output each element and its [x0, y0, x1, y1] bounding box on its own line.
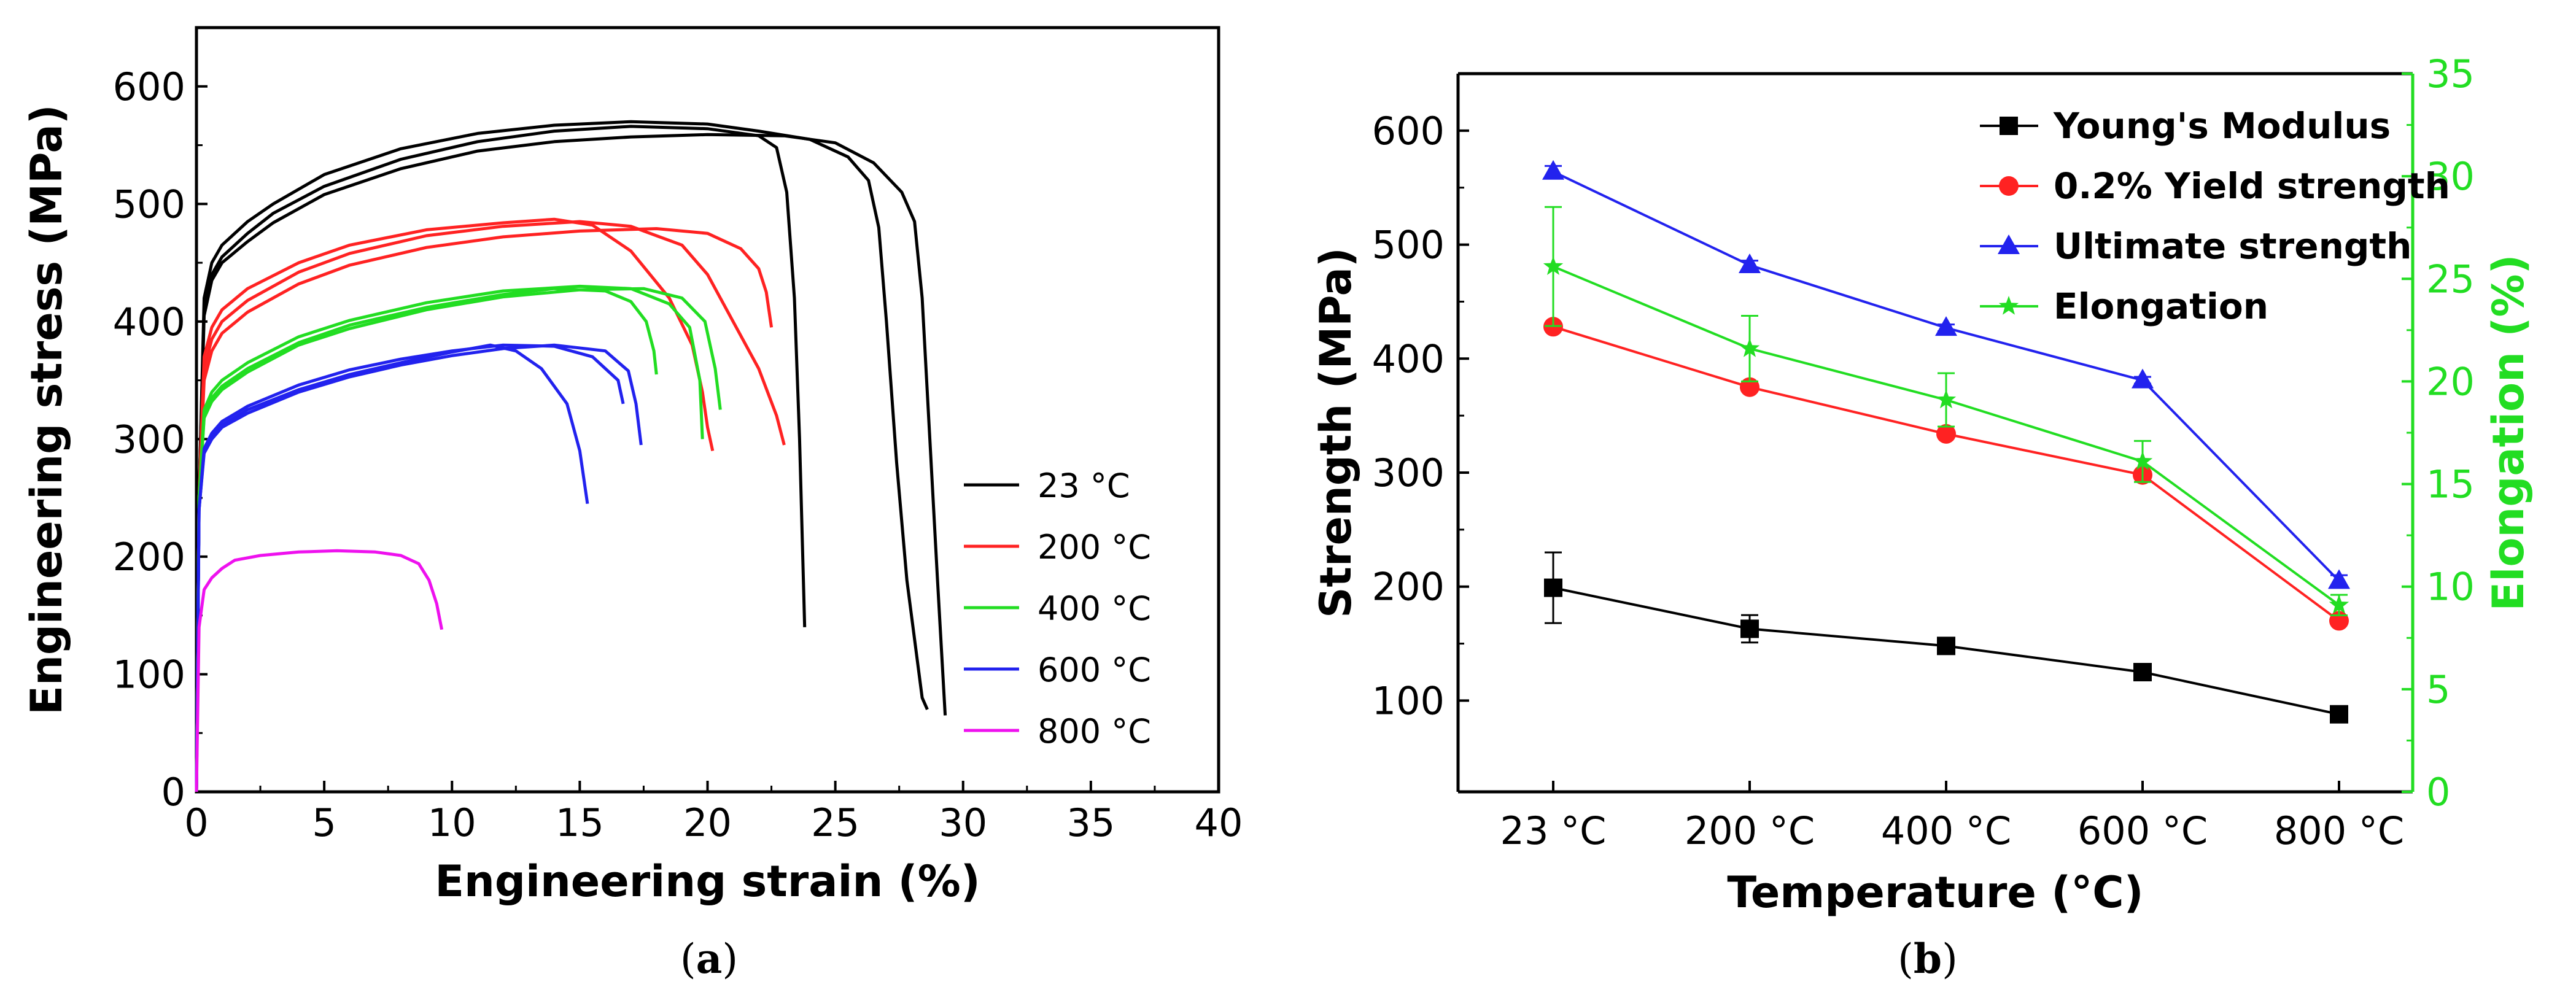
x-tick-label: 40 — [1195, 800, 1243, 845]
x-category-label: 800 °C — [2274, 808, 2404, 853]
y-tick-label: 500 — [113, 182, 185, 226]
x-axis-title: Engineering strain (%) — [435, 856, 980, 907]
data-point-marker — [1739, 254, 1761, 273]
y-tick-label: 400 — [113, 300, 185, 344]
y2-tick-label: 15 — [2426, 462, 2475, 507]
data-point-marker — [2328, 569, 2350, 589]
y-tick-label: 300 — [1372, 451, 1445, 495]
legend-label: 200 °C — [1038, 528, 1151, 567]
x-tick-label: 0 — [184, 800, 208, 845]
legend-label: 0.2% Yield strength — [2054, 165, 2450, 207]
legend-label: 400 °C — [1038, 589, 1151, 628]
data-point-marker — [1935, 316, 1957, 336]
panel-b-chart: 23 °C 200 °C 400 °C 600 °C 800 °C10020030040… — [1311, 52, 2534, 983]
y-tick-label: 400 — [1372, 336, 1445, 381]
stress-strain-curve — [195, 133, 947, 792]
legend-label: 600 °C — [1038, 651, 1151, 689]
data-point-marker — [1740, 619, 1759, 638]
y-tick-label: 100 — [113, 652, 185, 697]
y-tick-label: 200 — [1372, 565, 1445, 610]
y-tick-label: 300 — [113, 417, 185, 462]
x-category-label: 400 °C — [1881, 808, 2011, 853]
x-tick-label: 35 — [1066, 800, 1115, 845]
legend-label: Ultimate strength — [2054, 225, 2411, 267]
data-point-marker — [1739, 338, 1760, 357]
data-point-marker — [2133, 663, 2152, 681]
x-category-label: 200 °C — [1685, 808, 1815, 853]
legend-marker — [1998, 234, 2020, 254]
x-tick-label: 15 — [556, 800, 604, 845]
data-point-marker — [1936, 424, 1956, 444]
stress-strain-curve — [195, 549, 444, 792]
x-tick-label: 10 — [428, 800, 476, 845]
y2-tick-label: 5 — [2426, 667, 2450, 712]
legend-label: Young's Modulus — [2053, 105, 2391, 147]
y2-tick-label: 25 — [2426, 257, 2475, 301]
y2-tick-label: 0 — [2426, 770, 2450, 815]
y-axis-title: Engineering stress (MPa) — [21, 104, 72, 715]
y-tick-label: 600 — [113, 64, 185, 109]
panel-a-caption: (a) — [680, 935, 738, 983]
stress-strain-curve — [195, 284, 704, 792]
x-category-label: 600 °C — [2077, 808, 2208, 853]
x-axis-title: Temperature (°C) — [1727, 867, 2143, 918]
y2-tick-label: 30 — [2426, 154, 2475, 199]
y-axis-title: Strength (MPa) — [1311, 247, 1361, 618]
x-tick-label: 25 — [811, 800, 859, 845]
x-tick-label: 5 — [312, 800, 336, 845]
data-point-marker — [1544, 578, 1562, 597]
data-point-marker — [2330, 705, 2348, 724]
y-tick-label: 0 — [161, 770, 185, 815]
panel-a-chart: 0 5 10 15 20 25 30 35 400100200300400500600Engin… — [21, 26, 1243, 983]
data-point-marker — [1542, 160, 1564, 180]
stress-strain-curve — [195, 227, 774, 792]
legend-label: 800 °C — [1038, 712, 1151, 751]
data-point-marker — [2329, 594, 2349, 614]
legend-label: Elongation — [2054, 285, 2268, 327]
stress-strain-curve — [195, 287, 722, 792]
panel-b-caption-letter: b — [1914, 935, 1942, 983]
data-point-marker — [2132, 451, 2153, 470]
panel-b-caption: (b) — [1898, 935, 1958, 983]
data-point-marker — [1936, 389, 1957, 409]
x-tick-label: 20 — [683, 800, 732, 845]
y-tick-label: 100 — [1372, 678, 1445, 723]
stress-strain-curve — [195, 343, 589, 792]
y-tick-label: 200 — [113, 535, 185, 579]
x-tick-label: 30 — [939, 800, 987, 845]
legend-label: 23 °C — [1038, 466, 1130, 505]
stress-strain-curve — [195, 120, 929, 792]
legend-marker — [2000, 117, 2018, 135]
y2-axis-title: Elongation (%) — [2483, 255, 2534, 611]
panel-a-caption-letter: a — [696, 935, 723, 983]
stress-strain-curve — [195, 343, 625, 792]
data-point-marker — [1937, 637, 1955, 656]
stress-strain-curve — [195, 125, 807, 792]
data-point-marker — [1543, 256, 1564, 275]
stress-strain-curve — [195, 343, 643, 792]
y-tick-label: 500 — [1372, 223, 1445, 268]
legend-marker — [1998, 296, 2019, 315]
legend-marker — [1999, 176, 2019, 196]
y2-tick-label: 20 — [2426, 359, 2475, 404]
data-point-marker — [2132, 368, 2154, 389]
y2-tick-label: 35 — [2426, 52, 2475, 96]
y-tick-label: 600 — [1372, 109, 1445, 153]
series-line — [1553, 325, 2340, 622]
x-category-label: 23 °C — [1500, 808, 1607, 853]
y2-tick-label: 10 — [2426, 565, 2475, 610]
stress-strain-curve — [195, 220, 786, 792]
